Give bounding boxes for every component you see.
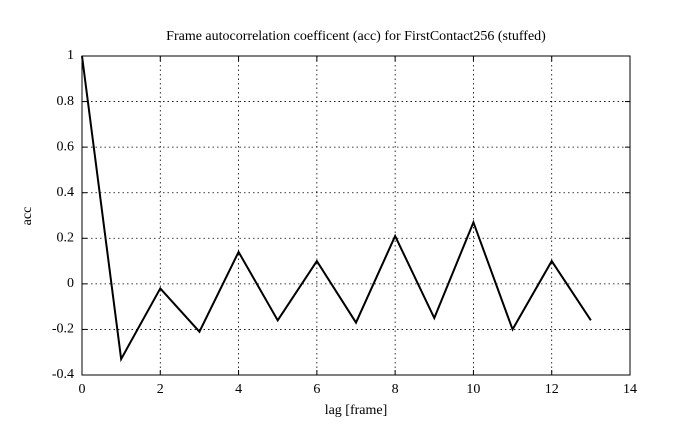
x-tick-label: 10 — [466, 382, 480, 397]
x-tick-label: 0 — [79, 382, 86, 397]
y-tick-label: 0.8 — [57, 94, 75, 109]
chart-title: Frame autocorrelation coefficent (acc) f… — [166, 29, 546, 44]
data-line — [81, 55, 592, 363]
x-tick-label: 12 — [545, 382, 559, 397]
y-tick-label: -0.4 — [52, 367, 74, 382]
y-tick-label: 0.6 — [57, 139, 75, 154]
plot-frame — [81, 55, 631, 376]
y-tick-label: 0.4 — [57, 185, 75, 200]
x-tick-label: 8 — [392, 382, 399, 397]
y-tick-label: 0.2 — [57, 231, 75, 246]
x-tick-label: 14 — [623, 382, 637, 397]
y-tick-label: -0.2 — [52, 322, 74, 337]
x-tick-label: 4 — [235, 382, 242, 397]
y-tick-label: 1 — [67, 48, 74, 63]
y-axis-label: acc — [20, 207, 35, 226]
x-axis-label: lag [frame] — [325, 403, 388, 418]
y-tick-label: 0 — [67, 276, 74, 291]
x-tick-label: 2 — [157, 382, 164, 397]
x-tick-label: 6 — [313, 382, 320, 397]
